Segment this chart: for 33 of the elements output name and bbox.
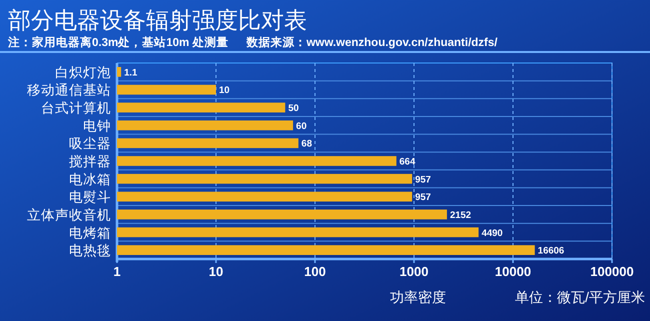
data-label: 60 bbox=[296, 120, 307, 132]
data-label: 957 bbox=[415, 192, 431, 204]
chart-subtitle: 注：家用电器离0.3m处，基站10m 处测量 bbox=[7, 35, 228, 49]
x-tick-label: 10000 bbox=[494, 264, 532, 279]
y-tick-label: 吸尘器 bbox=[69, 136, 111, 152]
data-label: 664 bbox=[399, 156, 416, 168]
x-tick-label: 1000 bbox=[400, 264, 428, 279]
data-label: 2152 bbox=[450, 210, 472, 221]
data-label: 50 bbox=[288, 103, 299, 114]
y-tick-label: 电熨斗 bbox=[69, 190, 111, 205]
y-tick-label: 电冰箱 bbox=[69, 172, 111, 187]
x-tick-label: 100000 bbox=[590, 264, 634, 279]
data-label: 4490 bbox=[482, 228, 503, 239]
data-label: 68 bbox=[301, 138, 312, 150]
y-tick-label: 电烤箱 bbox=[69, 225, 111, 240]
y-tick-label: 台式计算机 bbox=[41, 100, 111, 116]
y-tick-label: 白炽灯泡 bbox=[55, 64, 111, 80]
data-label: 16606 bbox=[538, 246, 564, 257]
y-tick-label: 立体声收音机 bbox=[27, 207, 111, 222]
y-tick-label: 电钟 bbox=[83, 118, 111, 134]
y-tick-label: 电热毯 bbox=[69, 243, 111, 258]
source-note: 数据来源：www.wenzhou.gov.cn/zhuanti/dzfs/ bbox=[245, 35, 498, 49]
x-tick-label: 1 bbox=[113, 264, 121, 279]
x-axis-title: 功率密度 bbox=[390, 289, 446, 305]
data-label: 1.1 bbox=[124, 67, 138, 78]
y-tick-label: 搅拌器 bbox=[69, 154, 111, 169]
chart-title: 部分电器设备辐射强度比对表 bbox=[8, 7, 307, 33]
data-label: 957 bbox=[415, 174, 431, 186]
text: 单位：微瓦/平方厘米 bbox=[515, 289, 645, 305]
y-tick-label: 移动通信基站 bbox=[27, 82, 111, 98]
x-tick-label: 100 bbox=[304, 264, 326, 279]
x-tick-label: 10 bbox=[208, 264, 224, 279]
data-label: 10 bbox=[219, 85, 230, 96]
